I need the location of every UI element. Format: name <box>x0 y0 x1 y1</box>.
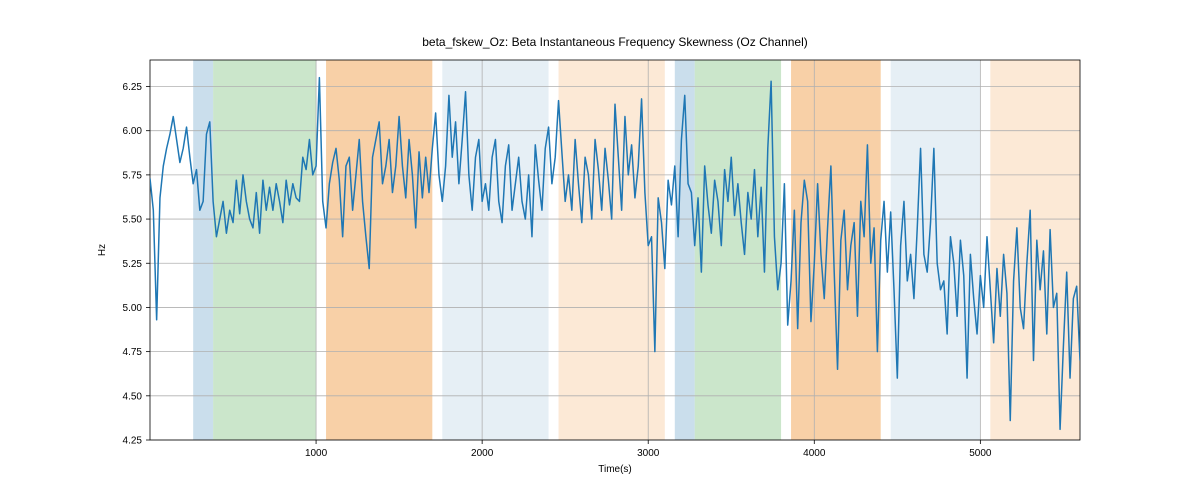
chart-title: beta_fskew_Oz: Beta Instantaneous Freque… <box>422 35 808 49</box>
band-2 <box>326 60 432 440</box>
ytick-label: 5.25 <box>123 259 143 270</box>
band-5 <box>675 60 695 440</box>
xtick-label: 1000 <box>305 448 328 459</box>
background-bands <box>193 60 1080 440</box>
band-6 <box>695 60 781 440</box>
band-9 <box>990 60 1080 440</box>
ytick-label: 4.75 <box>123 347 143 358</box>
x-axis-label: Time(s) <box>598 464 632 475</box>
band-1 <box>213 60 316 440</box>
ytick-label: 6.00 <box>123 126 143 137</box>
band-8 <box>891 60 981 440</box>
ytick-label: 5.00 <box>123 303 143 314</box>
xtick-label: 4000 <box>803 448 826 459</box>
y-axis-label: Hz <box>97 244 108 256</box>
band-3 <box>442 60 548 440</box>
xtick-label: 3000 <box>637 448 660 459</box>
ytick-label: 5.50 <box>123 215 143 226</box>
chart-container: 4.25 4.50 4.75 5.00 5.25 5.50 5.75 6.00 6.25 1000… <box>0 0 1200 500</box>
xtick-label: 5000 <box>969 448 992 459</box>
band-4 <box>559 60 665 440</box>
ytick-label: 4.25 <box>123 436 143 447</box>
xtick-label: 2000 <box>471 448 494 459</box>
line-chart: 4.25 4.50 4.75 5.00 5.25 5.50 5.75 6.00 6.25 1000… <box>0 0 1200 500</box>
ytick-label: 6.25 <box>123 82 143 93</box>
ytick-label: 4.50 <box>123 391 143 402</box>
band-7 <box>791 60 881 440</box>
ytick-label: 5.75 <box>123 170 143 181</box>
band-0 <box>193 60 213 440</box>
